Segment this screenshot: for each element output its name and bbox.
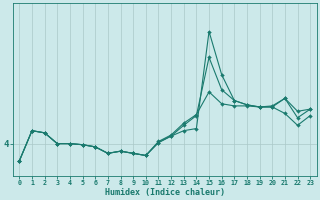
X-axis label: Humidex (Indice chaleur): Humidex (Indice chaleur) [105,188,225,197]
